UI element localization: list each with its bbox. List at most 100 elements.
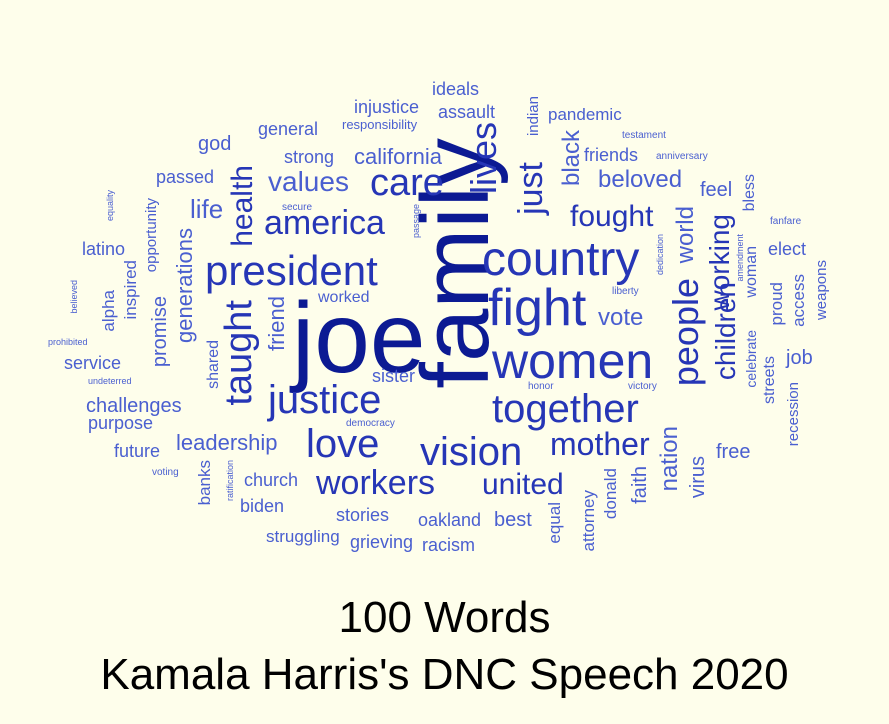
word-justice: justice [268,378,382,422]
word-equal: equal [545,502,564,544]
word-love: love [306,422,380,466]
word-general: general [258,119,319,139]
word-vision: vision [420,430,523,474]
word-weapons: weapons [813,260,830,321]
word-workers: workers [316,464,436,502]
word-fought: fought [570,200,654,233]
word-faith: faith [629,466,651,504]
word-working: working [704,214,735,311]
word-california: california [354,144,443,169]
word-biden: biden [240,496,285,516]
word-believed: believed [69,280,79,314]
word-grieving: grieving [350,532,414,552]
word-attorney: attorney [579,490,598,552]
word-fight: fight [488,279,587,337]
word-best: best [494,509,532,531]
word-equality: equality [105,190,115,222]
word-strong: strong [284,147,335,167]
word-cloud: joe family fight country women president justi… [48,79,830,554]
word-dedication: dedication [655,234,665,276]
word-promise: promise [149,296,171,368]
word-bless: bless [741,174,758,212]
word-together: together [492,387,639,431]
word-testament: testament [622,130,666,141]
word-honor: honor [528,381,554,392]
word-secure: secure [282,202,313,213]
word-mother: mother [550,426,650,462]
word-undeterred: undeterred [88,376,132,386]
word-proud: proud [767,282,786,326]
word-black: black [558,130,585,187]
word-opportunity: opportunity [143,198,160,273]
word-church: church [244,470,299,490]
word-latino: latino [82,239,126,259]
word-inspired: inspired [121,260,140,320]
word-beloved: beloved [598,166,683,193]
caption-subtitle: 100 Words [338,593,551,642]
word-worked: worked [318,289,370,306]
word-president: president [205,247,378,294]
word-feel: feel [700,179,733,201]
word-struggling: struggling [266,527,340,546]
word-indian: indian [525,96,542,137]
word-challenges: challenges [86,395,182,417]
word-democracy: democracy [346,418,395,429]
word-free: free [716,441,751,463]
word-virus: virus [687,456,709,499]
word-anniversary: anniversary [656,151,708,162]
word-recession: recession [785,382,802,447]
word-access: access [789,274,808,327]
word-sister: sister [372,366,416,386]
word-prohibited: prohibited [48,337,88,347]
word-leadership: leadership [176,430,278,455]
word-victory: victory [628,381,657,392]
word-vote: vote [598,304,644,331]
word-health: health [226,165,259,247]
word-celebrate: celebrate [743,330,759,388]
word-world: world [672,206,699,264]
word-passed: passed [156,167,215,187]
word-job: job [786,347,813,369]
word-pandemic: pandemic [548,105,622,124]
word-lives: lives [463,122,504,195]
word-friends: friends [584,145,639,165]
word-purpose: purpose [88,413,154,433]
word-oakland: oakland [418,510,482,530]
word-shared: shared [205,340,222,389]
word-values: values [268,166,349,197]
word-care: care [370,162,444,204]
word-ideals: ideals [432,79,480,99]
word-amendment: amendment [735,234,745,282]
word-united: united [482,468,564,501]
word-ratification: ratification [225,460,235,502]
word-stories: stories [336,505,390,525]
word-taught: taught [218,300,260,406]
word-streets: streets [761,356,778,405]
word-alpha: alpha [99,290,118,332]
word-just: just [512,162,550,215]
word-donald: donald [601,468,620,520]
word-country: country [482,233,640,286]
word-assault: assault [438,102,496,122]
word-woman: woman [743,246,760,298]
word-responsibility: responsibility [342,117,418,132]
word-friend: friend [264,296,289,352]
word-joe: joe [292,282,426,394]
word-people: people [665,278,706,387]
word-america: america [264,204,385,242]
word-women: women [492,333,654,389]
word-god: god [198,133,232,155]
word-life: life [190,194,224,224]
word-injustice: injustice [354,97,420,117]
word-nation: nation [656,426,683,492]
word-generations: generations [172,228,197,343]
word-banks: banks [195,460,214,506]
word-fanfare: fanfare [770,216,802,227]
word-future: future [114,441,161,461]
word-passage: passage [411,204,421,239]
word-liberty: liberty [612,286,639,297]
word-service: service [64,353,122,373]
word-elect: elect [768,239,807,259]
word-voting: voting [152,467,179,478]
